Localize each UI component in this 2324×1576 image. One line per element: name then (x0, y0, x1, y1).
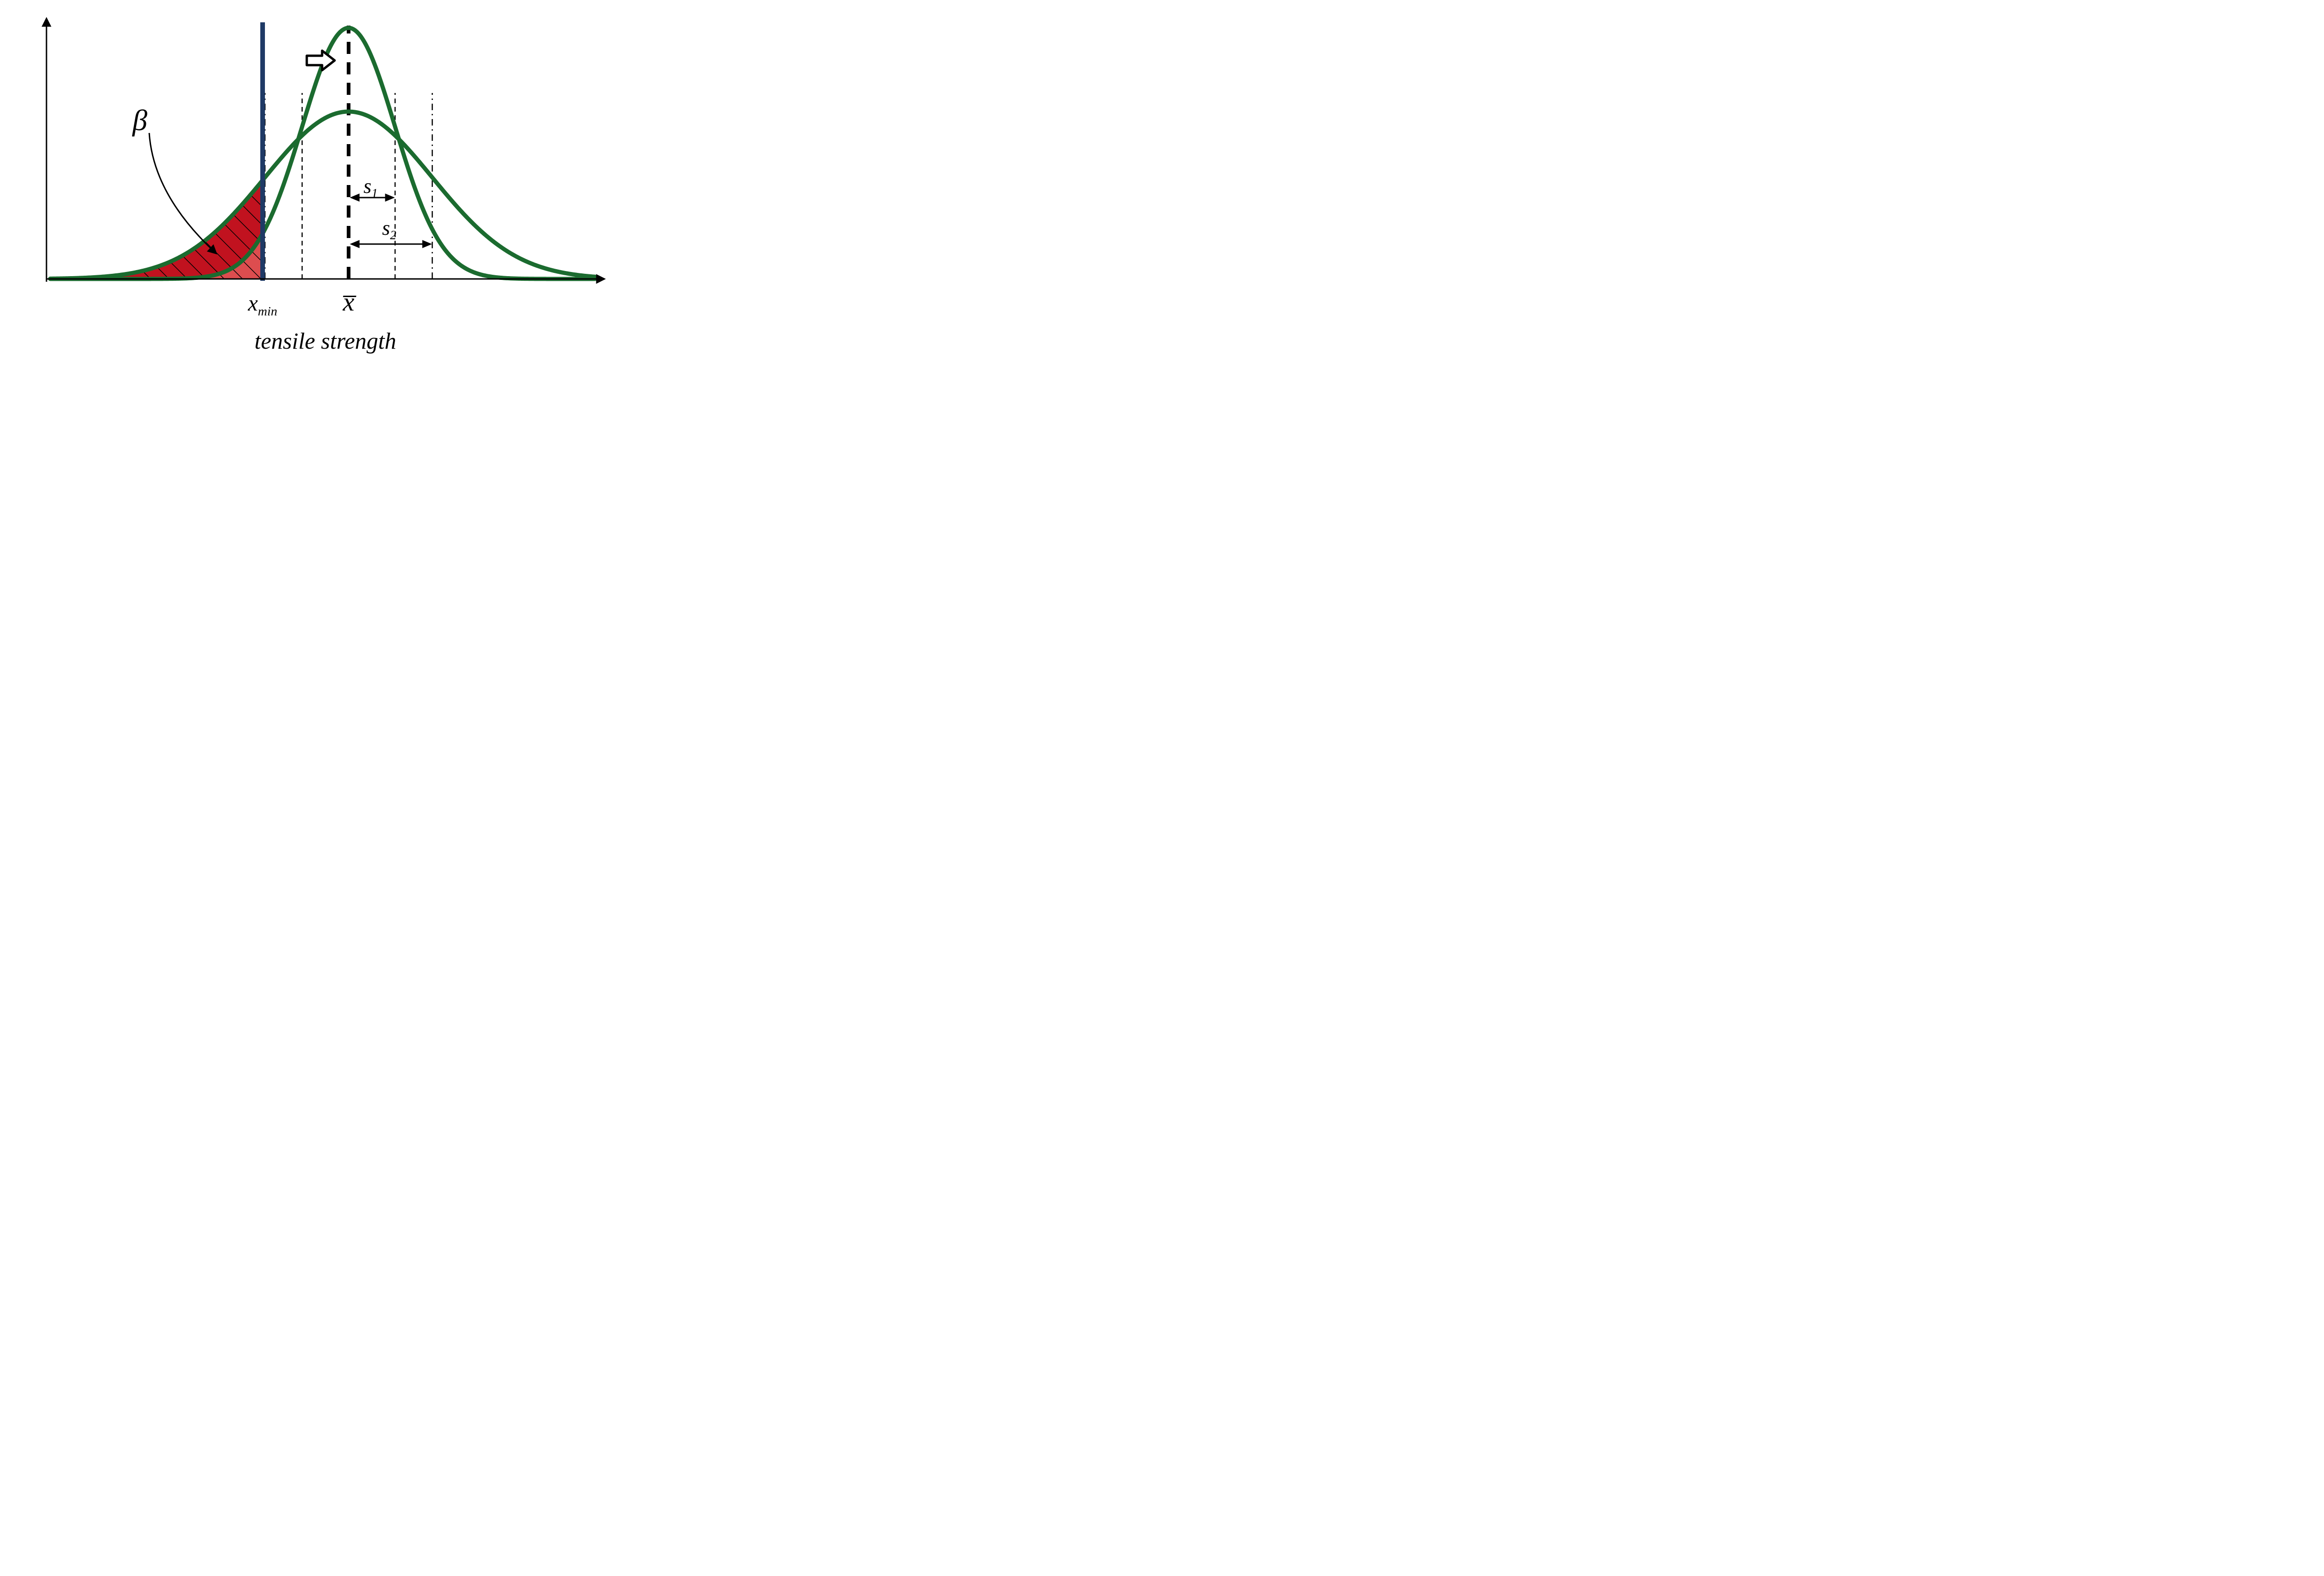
diagram-svg: s1s2 xmin x̅ tensile strength β (0, 0, 709, 357)
x-axis-title: tensile strength (254, 328, 396, 354)
diagram-container: s1s2 xmin x̅ tensile strength β (0, 0, 2324, 357)
s2-label: s2 (382, 217, 396, 242)
beta-hatch (139, 19, 263, 279)
curve-wide (50, 112, 595, 278)
xmin-label: xmin (247, 291, 277, 319)
beta-leader (149, 133, 216, 253)
beta-label: β (132, 104, 147, 137)
xbar-label: x̅ (343, 288, 357, 317)
s1-label: s1 (363, 175, 378, 200)
